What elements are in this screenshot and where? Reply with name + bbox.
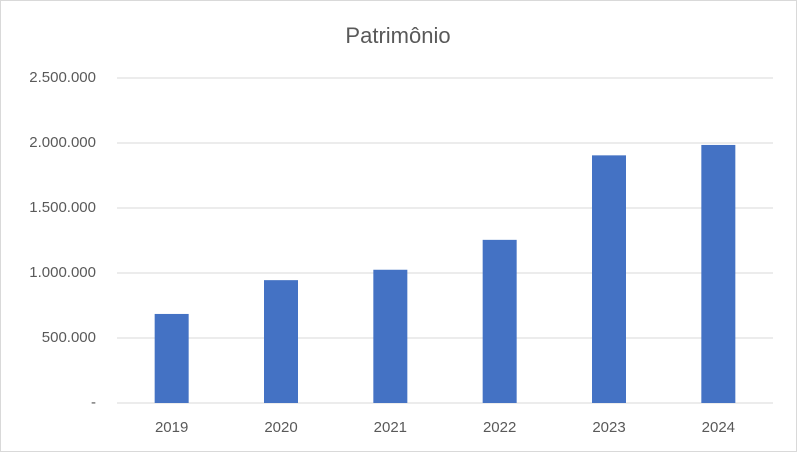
y-tick-label: 500.000 <box>42 329 96 346</box>
bar <box>592 155 626 403</box>
y-tick-label: 1.500.000 <box>29 199 96 216</box>
bar <box>482 239 517 403</box>
y-tick-label: - <box>91 394 96 411</box>
bar <box>154 313 189 403</box>
x-tick-label: 2022 <box>483 419 516 436</box>
bar <box>264 280 298 403</box>
x-tick-label: 2019 <box>155 419 188 436</box>
y-tick-label: 1.000.000 <box>29 264 96 281</box>
x-tick-label: 2021 <box>374 419 407 436</box>
x-tick-label: 2020 <box>264 419 297 436</box>
bar <box>701 144 736 403</box>
y-tick-label: 2.000.000 <box>29 134 96 151</box>
x-tick-label: 2024 <box>702 419 735 436</box>
y-tick-label: 2.500.000 <box>29 69 96 86</box>
bar <box>373 269 408 403</box>
chart-title: Patrimônio <box>345 23 450 48</box>
x-tick-label: 2023 <box>592 419 625 436</box>
